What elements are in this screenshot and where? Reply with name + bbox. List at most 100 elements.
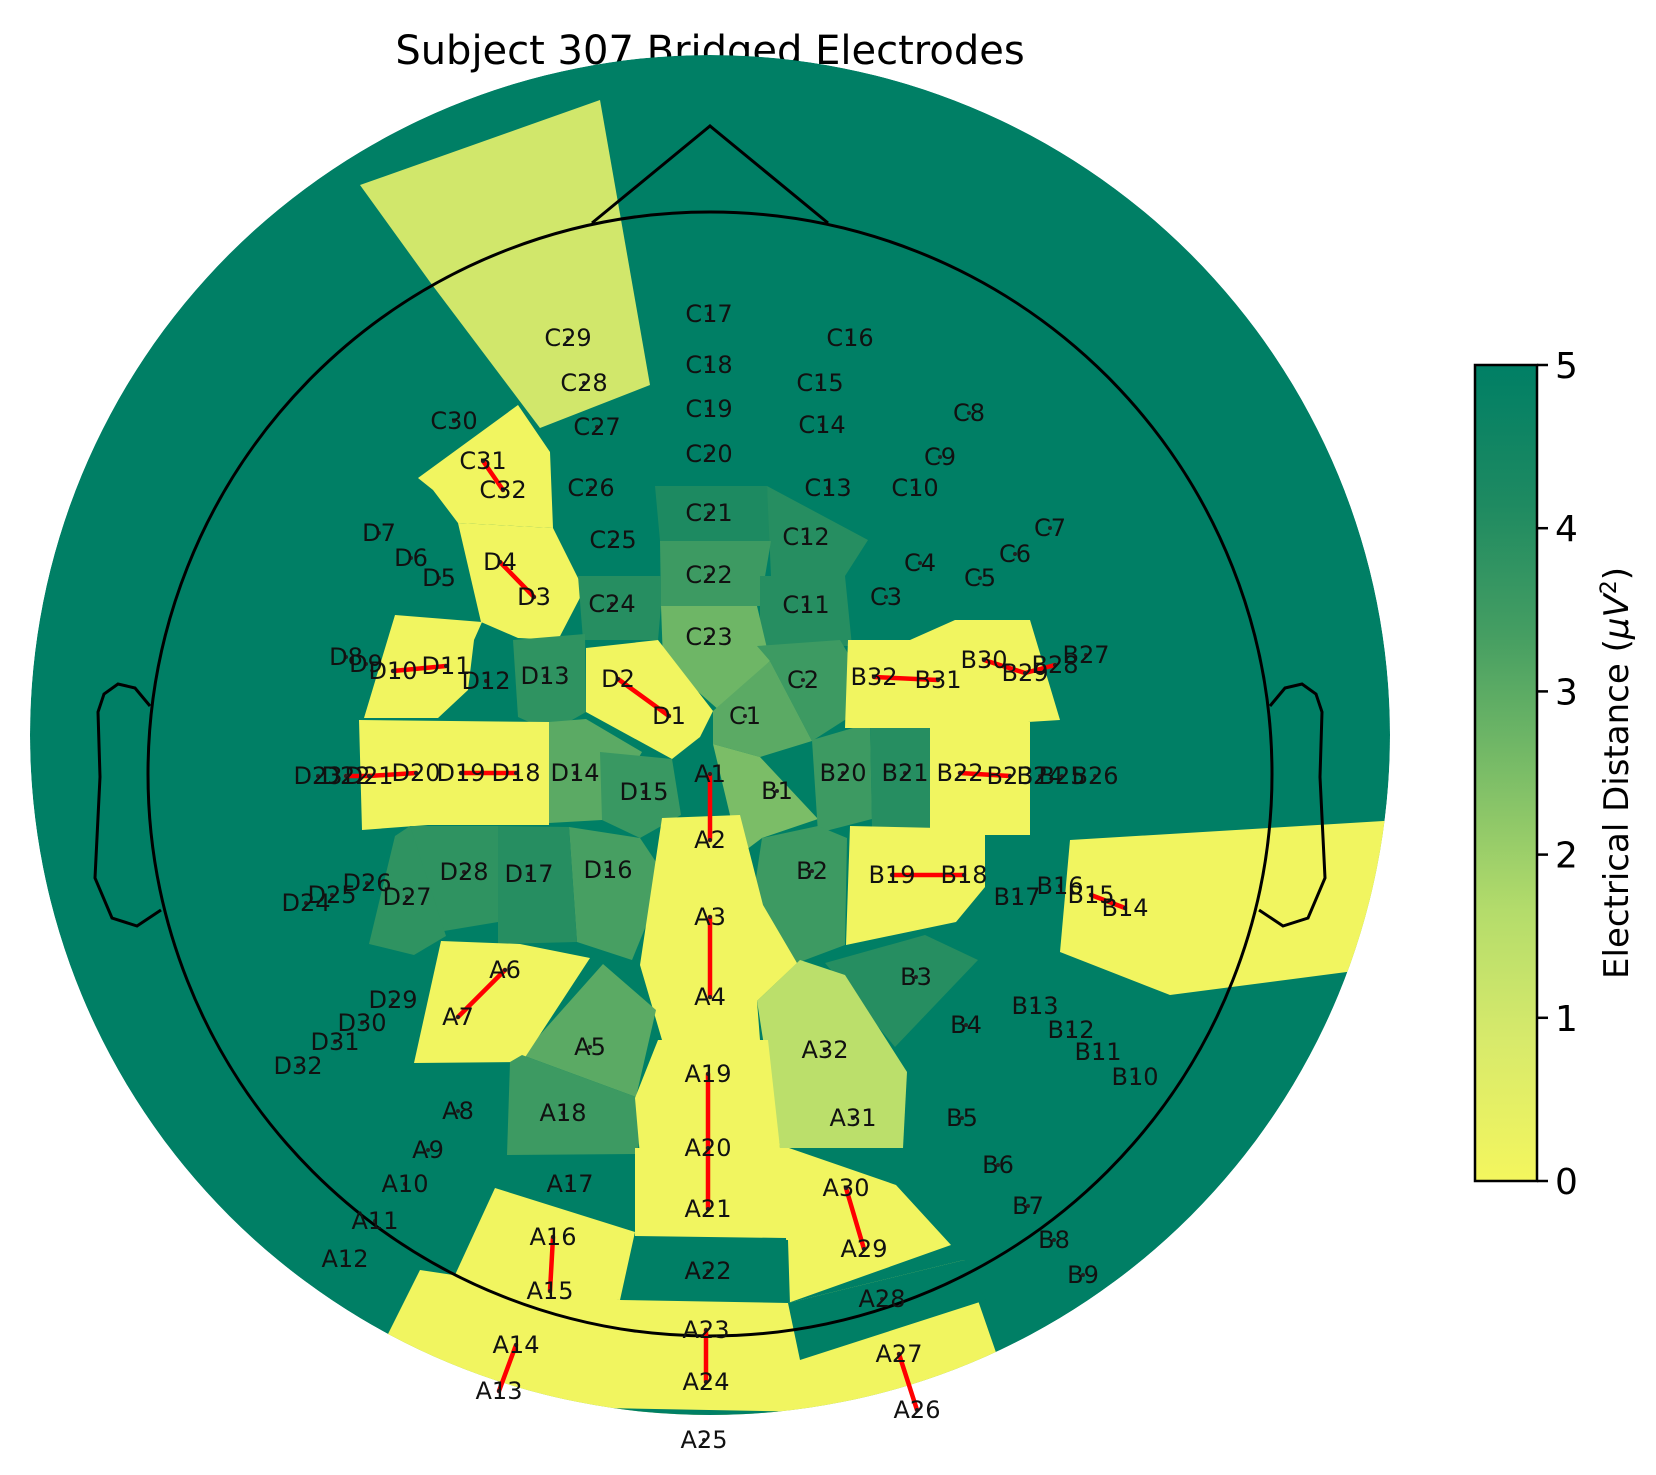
electrode-marker — [810, 869, 814, 873]
electrode-label: C23 — [685, 623, 732, 651]
electrode-label: A19 — [685, 1060, 732, 1088]
electrode-label: A30 — [823, 1174, 870, 1202]
electrode-marker — [818, 381, 822, 385]
electrode-a19: A19 — [685, 1060, 732, 1088]
electrode-label: D20 — [391, 759, 440, 787]
electrode-label: A17 — [547, 1170, 594, 1198]
electrode-d14: D14 — [550, 759, 599, 787]
electrode-label: B4 — [950, 1011, 982, 1039]
electrode-marker — [1096, 1050, 1100, 1054]
electrode-marker — [437, 576, 441, 580]
electrode-label: C8 — [953, 399, 985, 427]
electrode-marker — [501, 488, 505, 492]
electrode-marker — [890, 873, 894, 877]
electrode-marker — [642, 790, 646, 794]
electrode-label: A6 — [489, 956, 521, 984]
electrode-label: B12 — [1047, 1016, 1094, 1044]
electrode-marker — [414, 771, 418, 775]
electrode-marker — [566, 336, 570, 340]
electrode-b20: B20 — [819, 759, 866, 787]
electrode-label: C16 — [826, 324, 873, 352]
electrode-marker — [707, 312, 711, 316]
electrode-label: C7 — [1034, 514, 1066, 542]
electrode-marker — [704, 1328, 708, 1332]
electrode-marker — [1013, 552, 1017, 556]
electrode-marker — [804, 603, 808, 607]
electrode-marker — [1084, 653, 1088, 657]
region-b22 — [930, 722, 1030, 835]
heatmap-regions — [30, 55, 1390, 1415]
electrode-a4: A4 — [694, 983, 726, 1011]
electrode-d10: D10 — [368, 657, 417, 685]
electrode-marker — [1058, 884, 1062, 888]
electrode-marker — [304, 901, 308, 905]
electrode-label: A26 — [894, 1396, 941, 1424]
electrode-marker — [391, 998, 395, 1002]
electrode-marker — [708, 995, 712, 999]
colorbar-tick-label: 0 — [1555, 1162, 1578, 1203]
electrode-c19: C19 — [685, 395, 732, 423]
electrode-marker — [333, 1040, 337, 1044]
electrode-d23: D23 — [293, 762, 342, 790]
electrode-label: B20 — [819, 759, 866, 787]
electrode-marker — [851, 1116, 855, 1120]
electrode-d22: D22 — [321, 762, 370, 790]
electrode-marker — [707, 452, 711, 456]
electrode-label: D15 — [619, 778, 668, 806]
electrode-c17: C17 — [685, 300, 732, 328]
electrode-marker — [391, 669, 395, 673]
region-c1 — [713, 661, 812, 757]
electrode-d18: D18 — [491, 759, 540, 787]
electrode-d3: D3 — [517, 583, 551, 611]
electrode-marker — [481, 459, 485, 463]
electrode-d27: D27 — [382, 883, 431, 911]
electrode-marker — [1081, 1273, 1085, 1277]
electrode-label: B19 — [868, 861, 915, 889]
bridge-b28-b29 — [1022, 662, 1058, 676]
electrode-marker — [514, 771, 518, 775]
electrode-marker — [706, 1207, 710, 1211]
bridge-a6-a7 — [455, 967, 508, 1020]
electrode-marker — [611, 538, 615, 542]
electrode-label: D32 — [273, 1052, 322, 1080]
electrode-label: C3 — [870, 583, 902, 611]
electrode-marker — [498, 560, 502, 564]
region-d17 — [498, 826, 577, 944]
electrode-a8: A8 — [442, 1097, 474, 1125]
electrode-marker — [978, 576, 982, 580]
electrode-marker — [409, 556, 413, 560]
electrode-d28: D28 — [439, 858, 488, 886]
electrode-marker — [426, 1148, 430, 1152]
electrode-marker — [962, 873, 966, 877]
region-c22 — [660, 541, 771, 606]
electrode-label: B26 — [1071, 762, 1118, 790]
electrode-d5: D5 — [422, 564, 456, 592]
electrode-b27: B27 — [1062, 641, 1109, 669]
electrode-b30: B30 — [960, 646, 1007, 674]
electrode-d32: D32 — [273, 1052, 322, 1080]
electrode-b25: B25 — [1038, 762, 1085, 790]
electrode-marker — [897, 1352, 901, 1356]
electrode-marker — [1123, 906, 1127, 910]
electrode-marker — [561, 1111, 565, 1115]
electrode-marker — [503, 968, 507, 972]
electrode-marker — [960, 1116, 964, 1120]
region-b3 — [825, 935, 978, 1047]
electrode-a12: A12 — [322, 1245, 369, 1273]
nose-outline — [591, 124, 829, 225]
electrode-marker — [344, 655, 348, 659]
electrode-marker — [938, 455, 942, 459]
region-a22 — [620, 1238, 790, 1305]
electrode-label: C31 — [459, 447, 506, 475]
electrode-b21: B21 — [881, 759, 928, 787]
electrode-label: A16 — [530, 1223, 577, 1251]
bridge-a13-a14 — [496, 1342, 519, 1394]
electrode-label: D1 — [652, 702, 686, 730]
electrode-marker — [1069, 1028, 1073, 1032]
electrode-d17: D17 — [504, 860, 553, 888]
electrode-label: D14 — [550, 759, 599, 787]
electrode-marker — [707, 635, 711, 639]
electrode-marker — [804, 535, 808, 539]
electrode-label: A32 — [802, 1036, 849, 1064]
